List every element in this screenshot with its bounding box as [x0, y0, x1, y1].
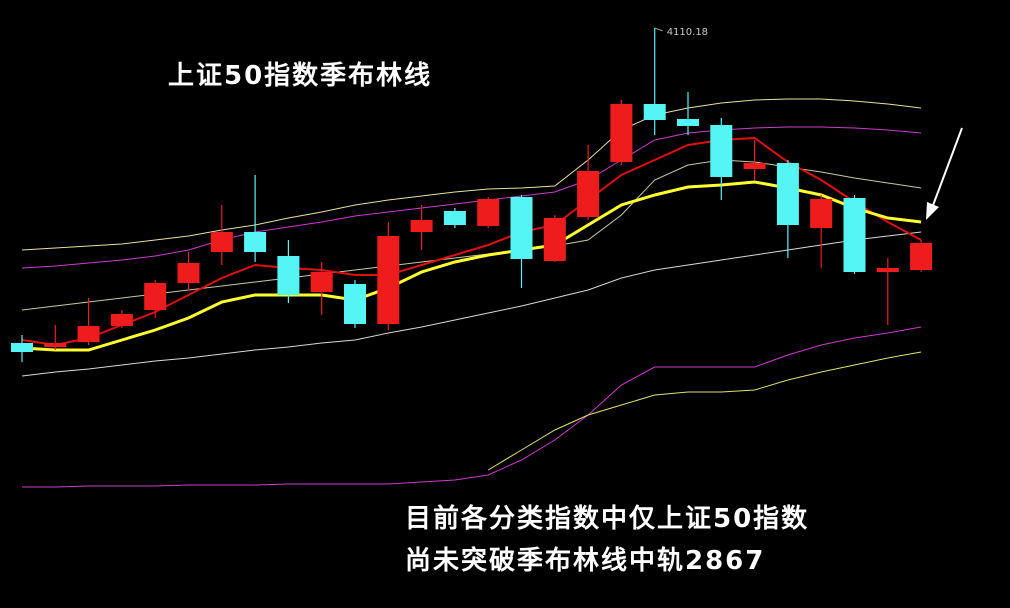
line-series [21, 98, 922, 251]
candle-body [210, 232, 233, 252]
candles [11, 27, 933, 362]
line-series [22, 326, 922, 488]
candle-body [610, 104, 633, 162]
candle-body [110, 314, 133, 326]
candle-body [710, 125, 733, 177]
candle-body [577, 171, 600, 217]
candle-body [643, 104, 666, 120]
candle-body [876, 268, 899, 272]
candle-body [310, 272, 333, 292]
candle-body [910, 243, 933, 270]
candle-body [144, 283, 167, 310]
candle-body [677, 119, 699, 126]
arrow-head [926, 202, 939, 220]
candle-body [843, 198, 866, 272]
candle-body [776, 163, 799, 225]
candle-body [277, 256, 300, 295]
line-series [21, 180, 922, 352]
candle-body [443, 211, 466, 225]
annotation: 尚未突破季布林线中轨2867 [405, 545, 765, 576]
chart-title: 上证50指数季布林线 [168, 61, 432, 91]
candle-body [477, 199, 500, 226]
candle-body [543, 218, 566, 261]
candle-body [177, 263, 200, 283]
candle-body [344, 284, 366, 324]
annotation: 目前各分类指数中仅上证50指数 [405, 503, 809, 534]
candle-body [410, 220, 433, 232]
line-series [21, 231, 922, 377]
line-series [487, 351, 922, 471]
line-series [21, 136, 922, 347]
high-label: 4110.18 [667, 27, 708, 38]
candle-body [810, 199, 833, 228]
candle-body [11, 343, 33, 352]
candle-body [743, 163, 766, 169]
candle-body [77, 326, 100, 342]
lines [21, 98, 922, 488]
candle-body [510, 197, 533, 259]
arrow-shaft [931, 127, 963, 209]
arrow [926, 127, 963, 220]
candle-body [244, 232, 267, 252]
line-series [21, 159, 922, 311]
line-series [21, 126, 922, 269]
candle-body [377, 236, 400, 324]
label-leader [654, 27, 663, 32]
candle-body [44, 343, 67, 347]
